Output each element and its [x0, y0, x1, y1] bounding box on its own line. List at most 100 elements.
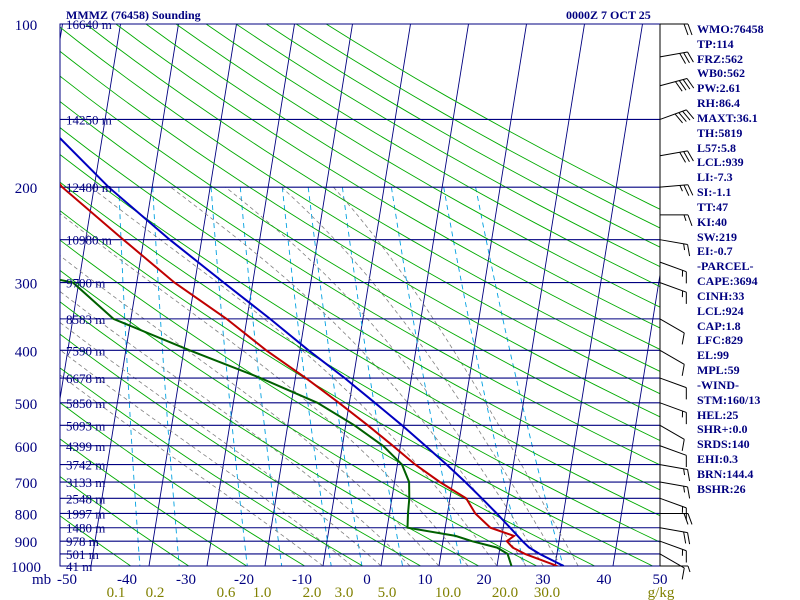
- height-label: 41 m: [66, 559, 92, 574]
- mixing-ratio-line: [390, 187, 462, 566]
- wind-barb-feather: [687, 51, 694, 63]
- mixing-ratio-tick-label: 3.0: [335, 585, 354, 600]
- wind-barb-feather: [687, 532, 691, 545]
- temperature-tick-label: 40: [597, 572, 612, 588]
- mixing-ratio-tick-label: 0.6: [217, 585, 236, 600]
- mixing-ratio-lines: [118, 187, 564, 566]
- dewpoint-line: [60, 278, 513, 566]
- wind-barb: [659, 349, 685, 365]
- wind-barb-feather: [683, 513, 689, 525]
- wind-barb-feather: [675, 81, 683, 92]
- wind-barb-feather: [687, 150, 694, 162]
- dry-adiabat-line: [325, 24, 660, 210]
- wind-barb-feather: [683, 184, 690, 196]
- temperature-tick-label: 0: [363, 572, 371, 588]
- index-value: BRN:144.4: [697, 466, 754, 481]
- height-label: 7590 m: [66, 343, 105, 358]
- index-value: CINH:33: [697, 288, 745, 303]
- height-label: 3742 m: [66, 458, 105, 473]
- wind-barb: [659, 318, 685, 334]
- height-label: 978 m: [66, 534, 99, 549]
- dry-adiabat-line: [295, 24, 660, 229]
- mixing-ratio-tick-label: 5.0: [378, 585, 397, 600]
- wind-barb: [659, 464, 688, 470]
- dry-adiabat-line: [175, 24, 660, 308]
- mixing-ratio-tick-label: 2.0: [303, 585, 322, 600]
- wind-barb: [659, 402, 687, 413]
- mixing-ratio-line: [118, 187, 141, 566]
- height-label: 2548 m: [66, 491, 105, 506]
- height-label: 8583 m: [66, 312, 105, 327]
- moist-adiabat-line: [281, 186, 562, 566]
- height-label: 3133 m: [66, 475, 105, 490]
- dry-adiabat-line: [205, 24, 660, 288]
- pressure-tick-label: 300: [15, 277, 38, 293]
- pressure-tick-label: 400: [15, 344, 38, 360]
- index-value: TH:5819: [697, 125, 743, 140]
- mixing-ratio-line: [210, 187, 248, 566]
- isotherm-line: [554, 24, 643, 566]
- wind-barb-feather: [687, 513, 693, 525]
- wind-barb-feather: [683, 23, 689, 36]
- wind-barb-feather: [682, 79, 691, 90]
- wind-barb-feather: [679, 152, 686, 163]
- wind-barb-feather: [682, 110, 691, 121]
- mixing-ratio-tick-label: 0.2: [146, 585, 165, 600]
- dry-adiabat-line: [60, 100, 660, 466]
- mixing-ratio-tick-label: 30.0: [534, 585, 560, 600]
- mixing-ratio-line: [443, 187, 525, 566]
- height-label: 16640 m: [66, 17, 112, 32]
- index-value: TT:47: [697, 199, 729, 214]
- index-value: MAXT:36.1: [697, 110, 758, 125]
- dry-adiabat-line: [145, 24, 660, 329]
- station-title: MMMZ (76458) Sounding: [66, 8, 201, 22]
- wind-barb-half-feather: [687, 565, 691, 573]
- index-value: EL:99: [697, 348, 730, 363]
- wind-barb-feather: [687, 244, 691, 257]
- temperature-line: [60, 182, 558, 566]
- mixing-ratio-tick-label: g/kg: [648, 585, 675, 600]
- valid-time: 0000Z 7 OCT 25: [566, 8, 651, 22]
- parcel-line: [60, 136, 565, 566]
- wind-barb: [659, 78, 688, 87]
- dry-adiabat-line: [60, 402, 305, 566]
- index-value: CAP:1.8: [697, 318, 741, 333]
- index-value: LI:-7.3: [697, 170, 733, 185]
- index-value: SRDS:140: [697, 437, 750, 452]
- index-value: SI:-1.1: [697, 185, 732, 200]
- dry-adiabat-line: [60, 269, 537, 566]
- wind-barb: [659, 497, 687, 509]
- index-value: LCL:924: [697, 303, 744, 318]
- wind-barb-half-feather: [683, 468, 686, 476]
- mixing-ratio-line: [281, 187, 332, 566]
- temperature-tick-label: 30: [536, 572, 551, 588]
- wind-barb: [659, 261, 687, 273]
- mixing-ratio-tick-label: 1.0: [253, 585, 272, 600]
- dry-adiabat-line: [60, 301, 479, 566]
- wind-barb: [659, 150, 688, 157]
- dry-adiabat-line: [60, 50, 660, 418]
- pressure-tick-label: 600: [15, 440, 38, 456]
- height-label: 5093 m: [66, 418, 105, 433]
- index-value: EI:-0.7: [697, 244, 733, 259]
- moist-adiabat-line: [170, 186, 527, 566]
- temperature-tick-label: 20: [477, 572, 492, 588]
- moist-adiabat-line: [60, 322, 382, 566]
- dry-adiabat-line: [60, 75, 660, 442]
- index-value: WB0:562: [697, 66, 745, 81]
- wind-barb: [659, 445, 687, 456]
- mixing-ratio-line: [475, 187, 564, 566]
- wind-barb-feather: [687, 469, 691, 482]
- height-label: 9700 m: [66, 276, 105, 291]
- index-value: WMO:76458: [697, 22, 764, 36]
- dry-adiabat-line: [265, 24, 660, 248]
- wind-barb-feather: [674, 113, 683, 124]
- index-value: BSHR:26: [697, 481, 746, 496]
- isotherm-line: [264, 24, 353, 566]
- index-value: KI:40: [697, 214, 727, 229]
- mixing-ratio-tick-label: 10.0: [435, 585, 461, 600]
- wind-barb-half-feather: [683, 214, 687, 222]
- index-value: SHR+:0.0: [697, 422, 748, 437]
